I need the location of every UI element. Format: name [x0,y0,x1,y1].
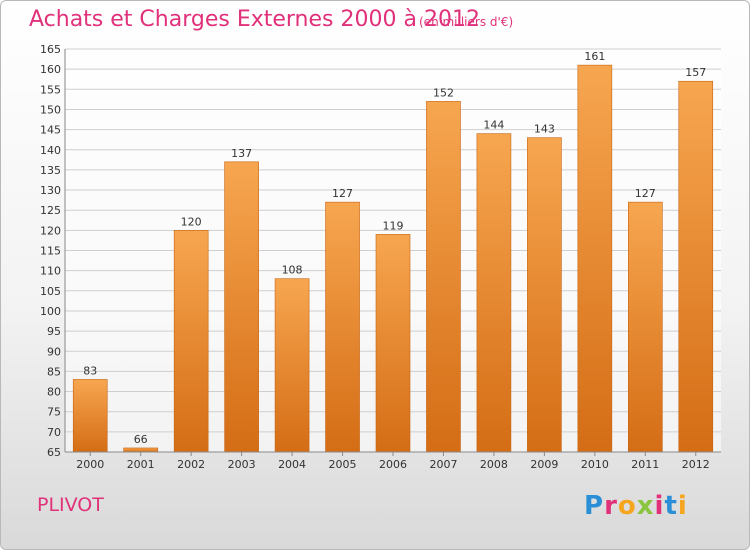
bar-2008 [476,133,512,453]
y-tick-label: 105 [40,285,61,298]
y-tick-label: 95 [47,325,61,338]
y-tick-label: 135 [40,164,61,177]
y-tick-label: 160 [40,63,61,76]
bar-2011 [628,201,663,453]
bars [72,64,714,453]
x-axis: 2000 2001 2002 2003 2004 2005 2006 2007 2008 2009… [65,451,721,471]
x-tick-label: 2002 [177,458,205,471]
x-tick-label: 2001 [127,458,155,471]
bar-2009 [527,137,562,453]
y-tick-label: 75 [47,406,61,419]
bar-2012 [678,80,714,453]
y-tick-label: 145 [40,124,61,137]
bar-2000 [72,379,108,453]
value-label: 143 [534,123,555,136]
value-label: 120 [181,215,202,228]
y-tick-label: 65 [47,446,61,459]
x-tick-label: 2004 [278,458,306,471]
proxiti-logo: Proxiti [584,491,688,521]
bar-2004 [274,278,310,453]
y-tick-label: 125 [40,204,61,217]
city-name: PLIVOT [37,494,104,516]
value-label: 108 [282,264,303,277]
y-tick-label: 155 [40,83,61,96]
value-label: 157 [685,66,706,79]
bar-2003 [224,161,259,453]
y-tick-label: 115 [40,245,61,258]
y-tick-label: 120 [40,224,61,237]
y-tick-label: 140 [40,144,61,157]
y-axis: 65 70 75 80 85 90 95 100 105 110 115 120 125 130 135 14… [40,43,66,459]
y-tick-label: 110 [40,265,61,278]
y-tick-label: 100 [40,305,61,318]
value-label: 137 [231,147,252,160]
bar-2002 [173,230,209,453]
logo-letter: x [636,491,655,521]
logo-letter: i [677,491,688,521]
x-tick-label: 2010 [581,458,609,471]
bar-2007 [426,101,461,453]
y-tick-label: 90 [47,345,61,358]
chart-title: Achats et Charges Externes 2000 à 2012 [29,7,480,32]
bar-2006 [375,234,411,453]
x-tick-label: 2000 [76,458,104,471]
x-tick-label: 2011 [631,458,659,471]
y-tick-label: 85 [47,365,61,378]
value-label: 119 [383,219,404,232]
y-tick-label: 150 [40,103,61,116]
value-label: 161 [584,50,605,63]
logo-letter: r [604,491,618,521]
x-tick-label: 2003 [228,458,256,471]
logo-letter: P [584,491,605,521]
x-tick-label: 2009 [530,458,558,471]
logo-letter: t [664,491,678,521]
x-tick-label: 2006 [379,458,407,471]
y-tick-label: 165 [40,43,61,56]
bar-2010 [577,64,613,453]
x-tick-label: 2012 [682,458,710,471]
logo-letter: i [654,491,665,521]
x-tick-label: 2007 [429,458,457,471]
y-tick-label: 80 [47,386,61,399]
y-tick-label: 70 [47,426,61,439]
y-tick-label: 130 [40,184,61,197]
value-labels: 83 66 120 137 108 127 119 152 144 143 161 127 157 [83,50,706,446]
value-label: 127 [332,187,353,200]
value-label: 127 [635,187,656,200]
logo-letter: o [617,491,637,521]
chart-subtitle: (en milliers d'€) [419,15,514,29]
value-label: 83 [83,364,97,377]
bar-2001 [123,447,158,453]
bar-2005 [325,201,360,453]
value-label: 152 [433,86,454,99]
value-label: 144 [483,119,504,132]
x-tick-label: 2008 [480,458,508,471]
value-label: 66 [134,433,148,446]
x-tick-label: 2005 [329,458,357,471]
